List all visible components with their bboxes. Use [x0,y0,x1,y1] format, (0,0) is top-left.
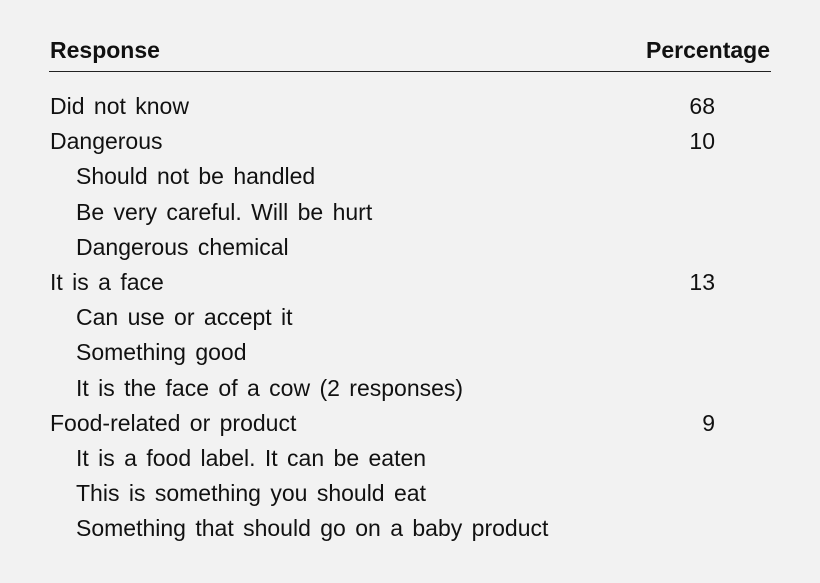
row-label: Should not be handled [76,163,316,190]
table-row: It is the face of a cow (2 responses) [0,371,820,406]
row-label: It is a face [50,268,164,295]
table-row: It is a food label. It can be eaten [0,441,820,476]
row-percentage: 10 [689,128,715,155]
table-body: Did not know 68 Dangerous 10 Should not … [0,89,820,546]
table-row: Did not know 68 [0,89,820,124]
row-label: Dangerous chemical [76,233,289,260]
table-row: Food-related or product 9 [0,406,820,441]
row-label: This is something you should eat [76,480,426,507]
row-label: Something good [76,339,247,366]
table-row: Something that should go on a baby produ… [0,511,820,546]
table-row: Should not be handled [0,159,820,194]
table-header-row: Response Percentage [50,33,770,67]
table-row: This is something you should eat [0,476,820,511]
table-row: Something good [0,335,820,370]
row-percentage: 9 [702,409,715,436]
table-row: Dangerous chemical [0,230,820,265]
row-label: Food-related or product [50,409,297,436]
table-row: Be very careful. Will be hurt [0,195,820,230]
table-row: It is a face 13 [0,265,820,300]
row-percentage: 68 [689,93,715,119]
table-row: Dangerous 10 [0,124,820,159]
table-row: Can use or accept it [0,300,820,335]
row-label: Something that should go on a baby produ… [76,515,549,542]
header-percentage: Percentage [645,37,770,63]
row-label: Be very careful. Will be hurt [76,198,373,225]
header-divider [49,71,771,72]
row-label: It is a food label. It can be eaten [76,444,427,471]
header-response: Response [50,37,160,63]
row-percentage: 13 [689,268,715,295]
row-label: Dangerous [50,128,163,155]
row-label: Did not know [50,93,189,119]
row-label: It is the face of a cow (2 responses) [76,374,464,401]
row-label: Can use or accept it [76,304,293,331]
